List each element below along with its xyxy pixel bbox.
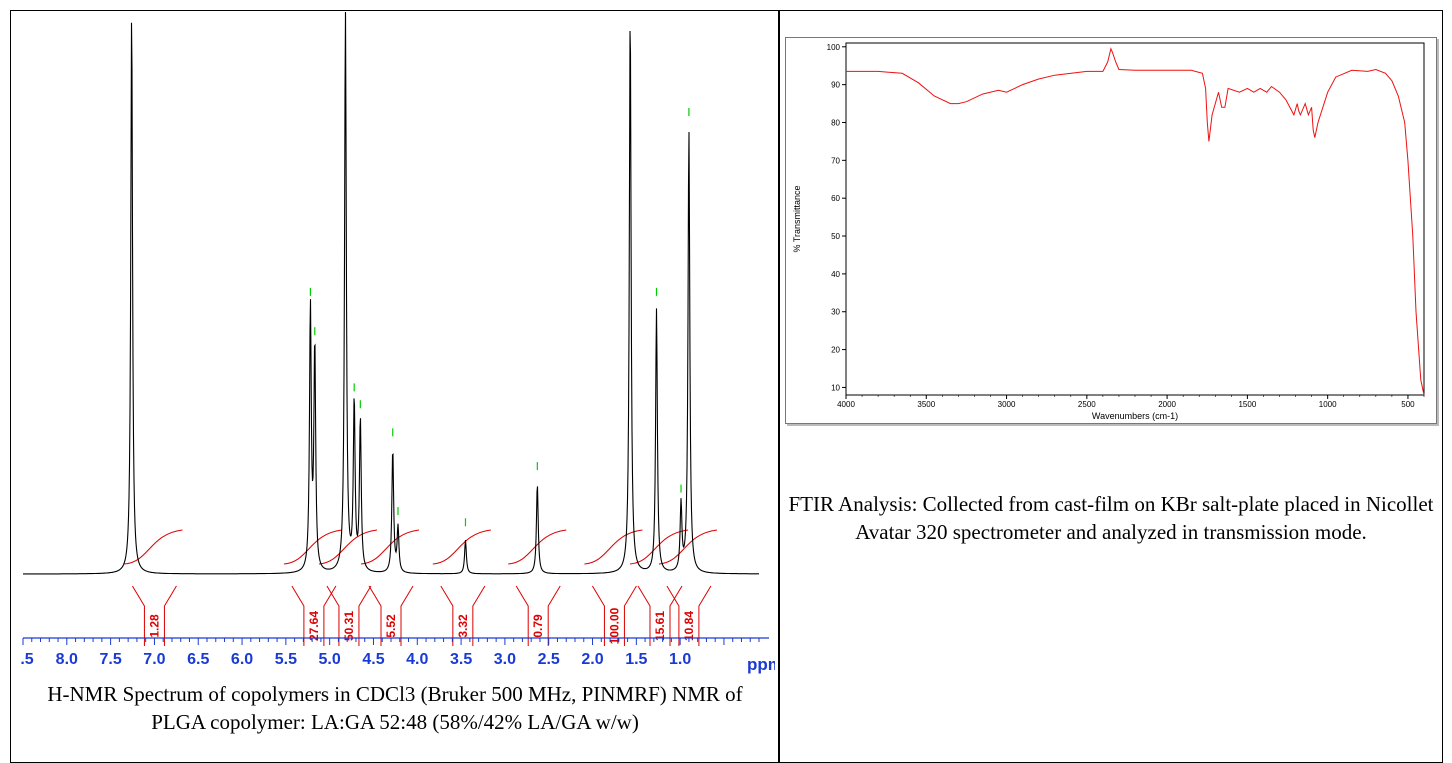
nmr-axis-unit: ppm	[747, 655, 775, 674]
ftir-x-tick-label: 4000	[837, 400, 855, 409]
ftir-y-tick-label: 90	[831, 81, 840, 90]
ftir-y-tick-label: 80	[831, 118, 840, 127]
ftir-x-tick-label: 3000	[998, 400, 1016, 409]
nmr-tick-label: 6.0	[231, 651, 253, 668]
ftir-chart-frame: 4000 3500 3000 2500 2000 1500 1000 500 10 20 30 40 5…	[785, 37, 1437, 424]
nmr-tick-label: 1.0	[669, 651, 691, 668]
ftir-y-tick-label: 40	[831, 270, 840, 279]
nmr-integral-curve	[124, 529, 183, 565]
nmr-chart: 1.28 27.64 50.31 5.52 3.32 0.79 100.00 15.61 10.…	[20, 12, 775, 674]
nmr-tick-label: 8.0	[56, 651, 78, 668]
nmr-integral-label: 5.52	[384, 614, 398, 638]
nmr-integral-bracket	[368, 585, 414, 646]
nmr-integral-label: 0.79	[531, 614, 545, 638]
nmr-integral-label: 15.61	[653, 611, 667, 641]
ftir-x-tick-label: 500	[1401, 400, 1415, 409]
ftir-x-axis-label: Wavenumbers (cm-1)	[1092, 411, 1178, 421]
nmr-integral-bracket	[291, 585, 337, 646]
nmr-tick-label: 4.5	[362, 651, 384, 668]
ftir-y-tick-label: 100	[827, 43, 841, 52]
ftir-y-tick-label: 30	[831, 308, 840, 317]
ftir-chart: 4000 3500 3000 2500 2000 1500 1000 500 10 20 30 40 5…	[792, 42, 1425, 421]
nmr-integral-label: 27.64	[307, 611, 321, 641]
nmr-tick-label: 1.5	[625, 651, 647, 668]
ftir-x-tick-label: 1500	[1238, 400, 1256, 409]
nmr-integral-label: 10.84	[682, 611, 696, 641]
nmr-integral-bracket	[592, 585, 637, 646]
nmr-integral-bracket	[637, 585, 683, 646]
nmr-integral-bracket	[326, 585, 372, 646]
nmr-tick-label: .5	[20, 651, 33, 668]
nmr-integral-curve	[283, 529, 342, 565]
ftir-y-tick-label: 50	[831, 232, 840, 241]
ftir-spectrum-line	[846, 47, 1425, 396]
nmr-tick-label: 3.0	[494, 651, 516, 668]
nmr-integral-curve	[658, 529, 717, 565]
ftir-y-tick-label: 20	[831, 346, 840, 355]
nmr-integral-bracket	[440, 585, 486, 646]
nmr-tick-label: 6.5	[187, 651, 209, 668]
ftir-x-tick-label: 3500	[917, 400, 935, 409]
nmr-integral-label: 100.00	[607, 607, 621, 644]
nmr-integral-label: 1.28	[147, 614, 161, 638]
nmr-integral-curve	[360, 529, 420, 565]
nmr-caption: H-NMR Spectrum of copolymers in CDCl3 (B…	[47, 682, 743, 734]
ftir-y-tick-label: 70	[831, 156, 840, 165]
nmr-tick-label: 2.5	[538, 651, 560, 668]
nmr-integral-curve	[629, 529, 689, 565]
nmr-integral-bracket	[515, 585, 561, 646]
ftir-x-tick-label: 2000	[1158, 400, 1176, 409]
nmr-integral-curve	[508, 529, 567, 565]
nmr-tick-label: 4.0	[406, 651, 428, 668]
nmr-integral-label: 50.31	[342, 611, 356, 641]
nmr-tick-label: 5.5	[275, 651, 297, 668]
nmr-integral-curve	[318, 529, 378, 565]
nmr-integral-curve	[432, 529, 491, 565]
nmr-tick-label: 3.5	[450, 651, 472, 668]
nmr-spectrum-line	[23, 12, 759, 575]
nmr-integral-label: 3.32	[456, 614, 470, 638]
nmr-integral-bracket	[132, 585, 177, 646]
nmr-tick-label: 5.0	[319, 651, 341, 668]
ftir-y-tick-label: 10	[831, 383, 840, 392]
nmr-tick-label: 7.0	[143, 651, 165, 668]
ftir-caption: FTIR Analysis: Collected from cast-film …	[788, 492, 1434, 544]
nmr-tick-label: 2.0	[581, 651, 603, 668]
ftir-y-axis-label: % Transmittance	[792, 185, 802, 252]
nmr-integral-bracket	[666, 585, 712, 646]
ftir-x-tick-label: 1000	[1319, 400, 1337, 409]
ftir-y-tick-label: 60	[831, 194, 840, 203]
ftir-x-tick-label: 2500	[1078, 400, 1096, 409]
nmr-tick-label: 7.5	[99, 651, 121, 668]
